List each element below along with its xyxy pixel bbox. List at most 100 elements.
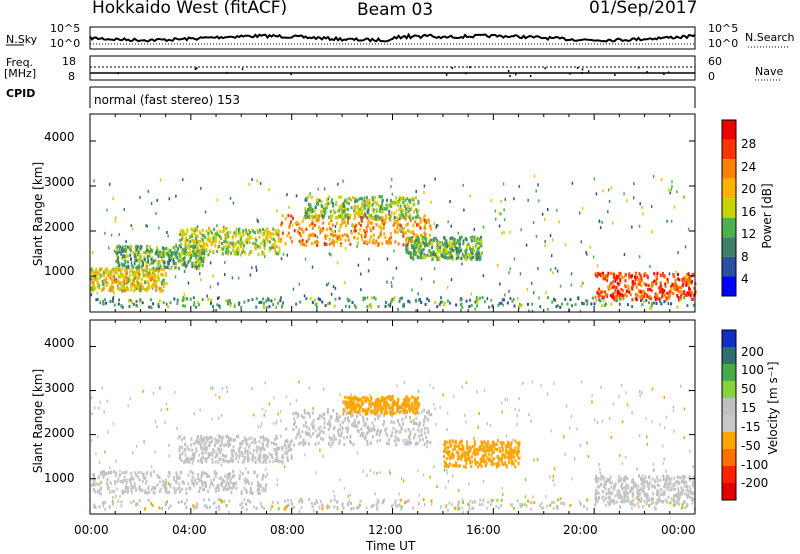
power-feature-cell — [117, 255, 120, 259]
velocity-scatter-cell — [501, 410, 503, 414]
power-feature-cell — [607, 285, 610, 289]
power-feature-cell — [145, 271, 148, 275]
velocity-feature-cell — [376, 439, 379, 443]
power-feature-cell — [435, 254, 438, 258]
power-feature-cell — [176, 256, 179, 260]
velocity-feature-cell — [273, 437, 276, 442]
power-feature-cell — [417, 237, 420, 242]
power-feature-cell — [164, 252, 167, 256]
power-feature-cell — [478, 256, 481, 260]
velocity-feature-cell — [130, 487, 133, 491]
power-feature-cell — [117, 281, 120, 285]
velocity-ground-cell — [263, 506, 266, 510]
velocity-feature-cell — [362, 420, 365, 424]
velocity-feature-cell — [426, 426, 429, 431]
power-ground-cell — [415, 299, 418, 303]
velocity-feature-cell — [233, 438, 236, 442]
nave-point — [507, 70, 510, 73]
velocity-feature-cell — [323, 417, 326, 421]
power-scatter-cell — [525, 243, 528, 247]
power-feature-cell — [125, 254, 128, 258]
velocity-feature-cell — [246, 478, 249, 483]
power-feature-cell — [414, 196, 417, 200]
velocity-feature-cell — [513, 455, 516, 459]
velocity-scatter-cell — [403, 380, 405, 384]
power-feature-cell — [679, 298, 682, 302]
vel-cbar-tick-100: 100 — [741, 363, 764, 377]
velocity-scatter-cell — [198, 453, 200, 457]
power-feature-cell — [414, 251, 417, 255]
xtick-2: 08:00 — [270, 523, 305, 537]
power-feature-cell — [270, 246, 273, 250]
velocity-feature-cell — [209, 452, 212, 456]
power-ground-cell — [210, 298, 213, 302]
power-feature-cell — [396, 222, 399, 226]
velocity-feature-cell — [243, 486, 246, 490]
velocity-scatter-cell — [305, 424, 307, 428]
velocity-scatter-cell — [443, 468, 446, 472]
velocity-feature-cell — [92, 475, 95, 479]
velocity-ground-cell — [228, 499, 231, 503]
velocity-scatter-cell — [343, 486, 346, 490]
velocity-ground-cell — [335, 500, 338, 504]
power-feature-cell — [438, 257, 441, 262]
power-feature-cell — [393, 212, 396, 216]
power-scatter-cell — [234, 303, 236, 307]
power-feature-cell — [185, 239, 188, 243]
velocity-scatter-cell — [662, 444, 664, 448]
power-ground-cell — [642, 300, 645, 304]
vel-cbar-tick-m50: -50 — [741, 439, 761, 453]
power-feature-cell — [416, 213, 419, 218]
velocity-scatter-cell — [98, 460, 101, 464]
power-feature-cell — [681, 277, 684, 282]
velocity-scatter-cell — [119, 469, 121, 473]
power-feature-cell — [655, 296, 658, 300]
power-scatter-cell — [446, 285, 449, 289]
velocity-feature-cell — [367, 430, 370, 434]
power-feature-cell — [199, 232, 202, 236]
velocity-feature-cell — [106, 486, 109, 491]
velocity-ground-cell — [291, 502, 294, 506]
power-feature-cell — [372, 233, 375, 237]
power-feature-cell — [274, 248, 277, 253]
velocity-ground-cell — [307, 498, 310, 502]
velocity-ground-cell — [120, 500, 123, 504]
power-feature-cell — [157, 278, 160, 282]
velocity-feature-cell — [303, 408, 306, 413]
power-scatter-cell — [683, 195, 685, 199]
velocity-feature-cell — [173, 486, 176, 491]
power-feature-cell — [98, 272, 101, 276]
power-feature-cell — [135, 266, 138, 270]
velocity-feature-cell — [279, 434, 282, 438]
power-scatter-cell — [165, 302, 168, 306]
power-ground-cell — [491, 304, 494, 308]
velocity-scatter-cell — [477, 425, 479, 429]
power-feature-cell — [198, 243, 201, 247]
power-feature-cell — [313, 223, 316, 227]
power-feature-cell — [145, 250, 148, 254]
velocity-ground-cell — [298, 499, 301, 503]
power-feature-cell — [465, 238, 468, 242]
power-feature-cell — [389, 214, 392, 219]
velocity-feature-cell — [403, 409, 406, 413]
velocity-feature-cell — [400, 425, 403, 429]
power-scatter-cell — [592, 255, 595, 259]
power-feature-cell — [95, 278, 98, 282]
velocity-ground-cell — [586, 507, 589, 511]
velocity-feature-cell — [219, 450, 222, 454]
velocity-feature-cell — [199, 444, 202, 448]
power-feature-cell — [332, 202, 335, 206]
power-feature-cell — [302, 230, 305, 234]
power-feature-cell — [105, 267, 108, 271]
velocity-ground-cell — [468, 507, 471, 511]
velocity-feature-cell — [108, 490, 111, 494]
power-feature-cell — [621, 293, 624, 298]
velocity-feature-cell — [125, 470, 128, 474]
power-ground-cell — [353, 303, 356, 307]
power-feature-cell — [388, 209, 391, 213]
power-feature-cell — [148, 268, 151, 272]
power-feature-cell — [125, 281, 128, 285]
velocity-feature-cell — [380, 429, 383, 433]
power-feature-cell — [113, 279, 116, 283]
power-feature-cell — [377, 217, 380, 221]
